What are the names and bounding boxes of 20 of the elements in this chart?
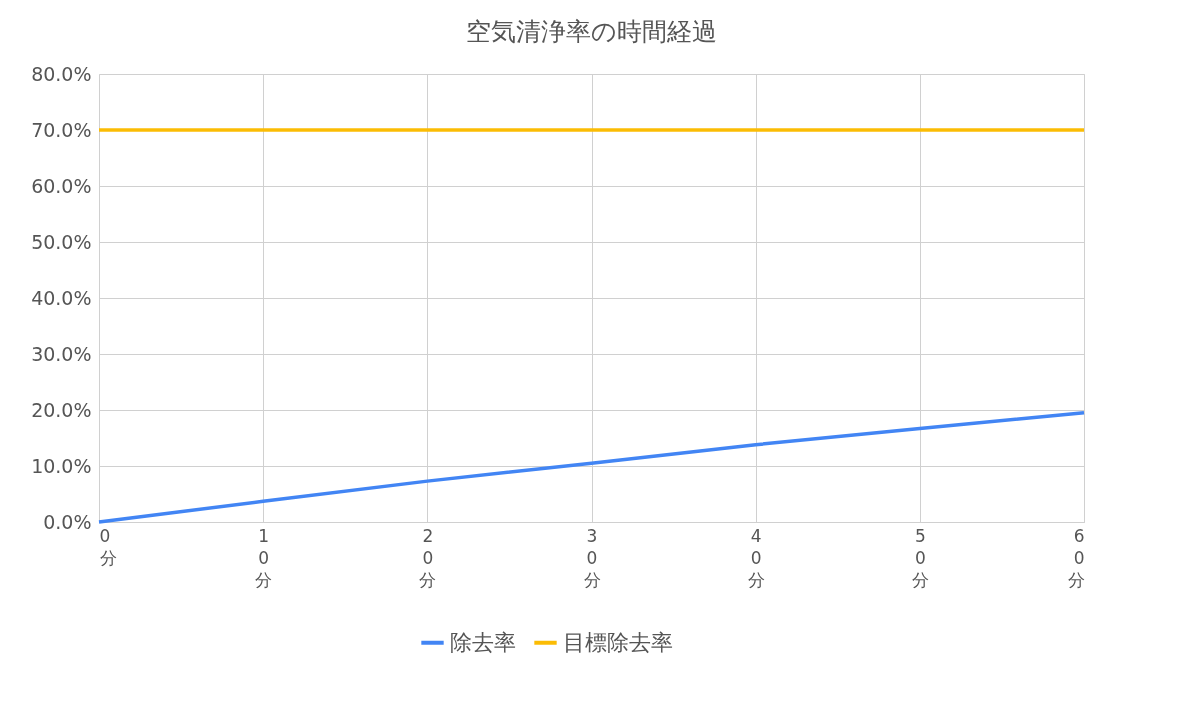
- x-tick-label: 0分: [99, 525, 117, 568]
- y-tick-label: 30.0%: [31, 342, 92, 365]
- x-tick-label: 60分: [1067, 525, 1085, 590]
- legend-label: 目標除去率: [563, 629, 673, 655]
- y-tick-label: 10.0%: [31, 454, 92, 477]
- y-tick-label: 60.0%: [31, 174, 92, 197]
- y-tick-label: 50.0%: [31, 230, 92, 253]
- y-tick-label: 80.0%: [31, 62, 92, 85]
- legend-label: 除去率: [450, 629, 516, 655]
- x-tick-label: 50分: [911, 525, 929, 590]
- y-tick-label: 40.0%: [31, 286, 92, 309]
- chart-title: 空気清浄率の時間経過: [466, 17, 717, 46]
- x-tick-label: 30分: [583, 525, 601, 590]
- x-tick-label: 20分: [419, 525, 437, 590]
- y-tick-label: 0.0%: [43, 510, 92, 533]
- x-tick-label: 40分: [747, 525, 765, 590]
- y-tick-label: 70.0%: [31, 118, 92, 141]
- x-tick-label: 10分: [255, 525, 273, 590]
- line-series: [97, 411, 1086, 524]
- y-tick-label: 20.0%: [31, 398, 92, 421]
